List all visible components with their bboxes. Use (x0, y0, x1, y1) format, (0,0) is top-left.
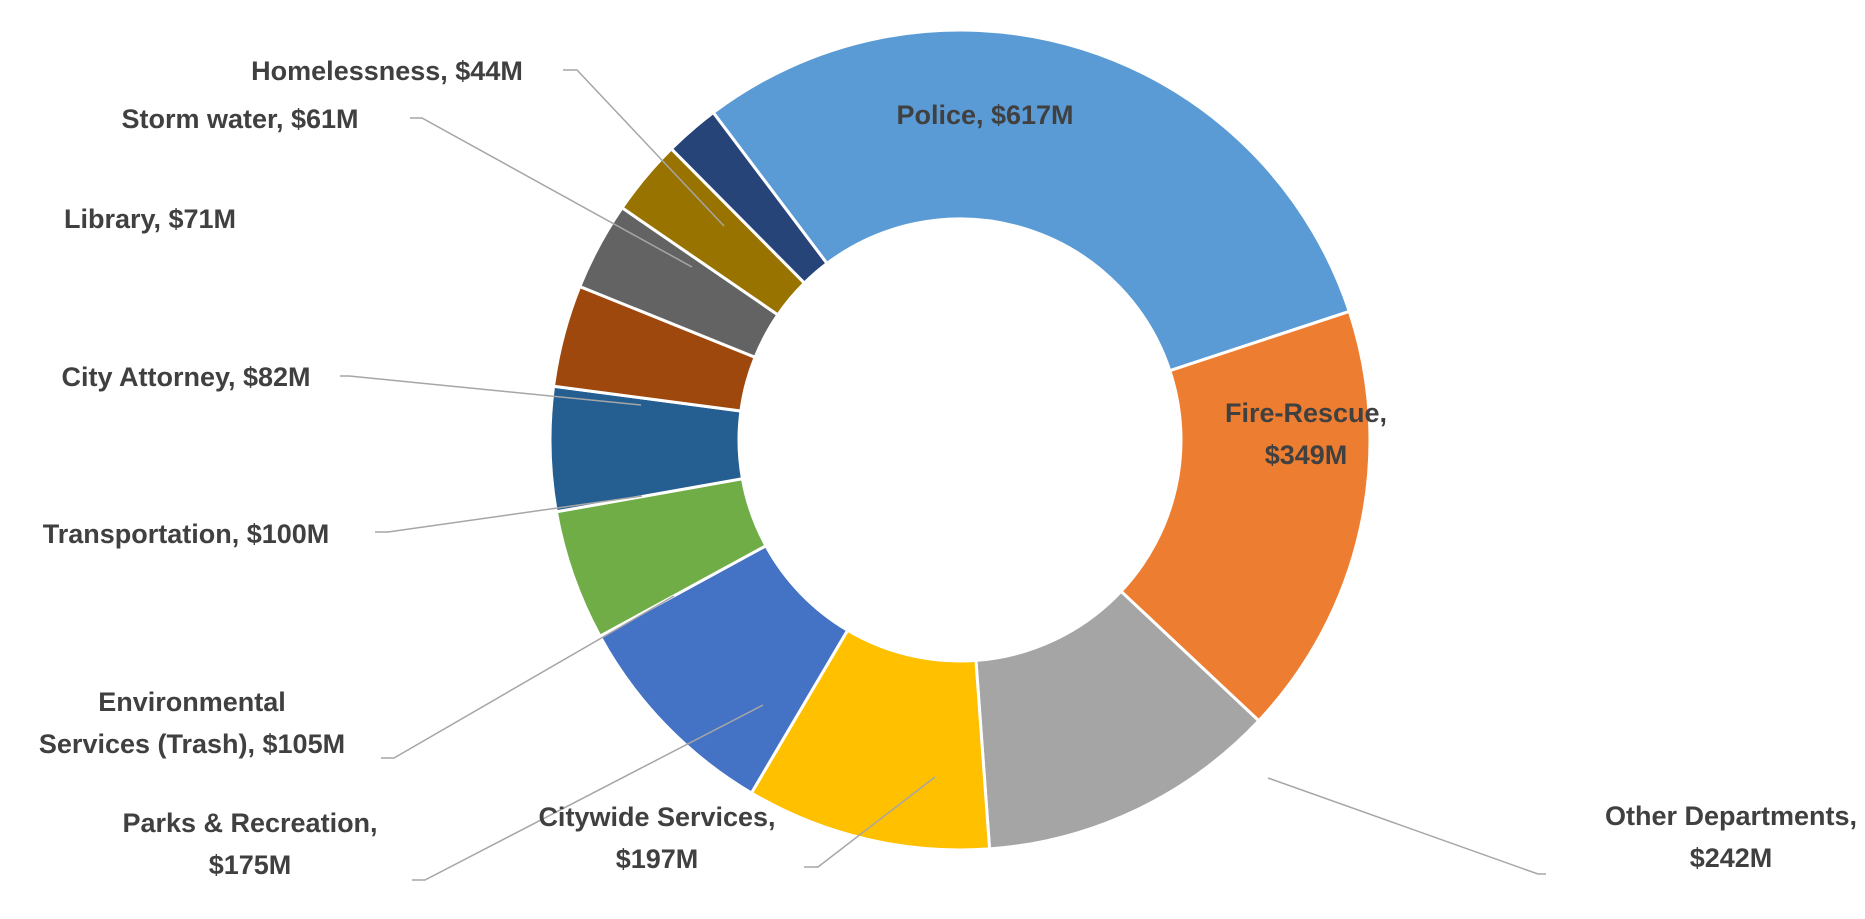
data-label-police: Police, $617M (896, 100, 1073, 130)
data-label-city-attorney: City Attorney, $82M (61, 362, 310, 392)
leader-line-other-departments (1267, 777, 1546, 875)
data-label-storm-water: Storm water, $61M (121, 104, 358, 134)
data-label-fire-rescue: Fire-Rescue, $349M (1225, 398, 1387, 470)
leader-line-environmental-services-trash (381, 595, 675, 759)
slice-police (711, 28, 1352, 373)
data-label-homelessness: Homelessness, $44M (251, 56, 523, 86)
leader-line-parks-and-recreation (412, 704, 764, 881)
data-label-parks-and-recreation: Parks & Recreation, $175M (122, 808, 377, 880)
data-label-citywide-services: Citywide Services, $197M (538, 802, 775, 874)
chart-slices (548, 28, 1372, 852)
slice-fire-rescue (1118, 309, 1372, 723)
leader-line-city-attorney (340, 375, 642, 406)
leader-line-citywide-services (804, 776, 936, 868)
chart-data-labels: Police, $617M Fire-Rescue, $349M Other Depa… (39, 56, 1857, 880)
data-label-library: Library, $71M (64, 204, 236, 234)
slice-homelessness (669, 110, 830, 286)
data-label-other-departments: Other Departments, $242M (1605, 801, 1857, 873)
label-leader-lines (340, 69, 1546, 881)
leader-line-transportation (375, 495, 643, 533)
leader-line-storm-water (410, 117, 693, 268)
leader-line-homelessness (563, 69, 725, 227)
slice-other-departments (974, 589, 1261, 851)
data-label-environmental-services-trash: Environmental Services (Trash), $105M (39, 687, 345, 759)
data-label-transportation: Transportation, $100M (43, 519, 330, 549)
